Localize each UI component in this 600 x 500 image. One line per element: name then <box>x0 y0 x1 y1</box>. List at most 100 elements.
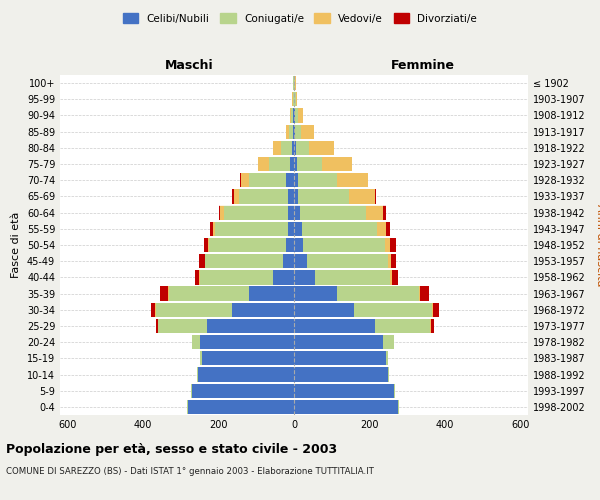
Bar <box>281 140 292 155</box>
Bar <box>241 173 249 188</box>
Bar <box>292 140 294 155</box>
Bar <box>295 124 301 139</box>
Bar <box>298 190 349 203</box>
Bar <box>299 206 366 220</box>
Bar <box>394 384 395 398</box>
Bar <box>156 319 158 333</box>
Bar <box>167 286 169 300</box>
Bar <box>273 140 281 155</box>
Text: Femmine: Femmine <box>391 59 455 72</box>
Bar <box>296 140 309 155</box>
Bar <box>192 335 200 349</box>
Bar <box>290 157 294 171</box>
Bar <box>258 157 269 171</box>
Bar <box>218 206 220 220</box>
Bar <box>151 302 155 317</box>
Bar <box>385 238 390 252</box>
Bar <box>294 157 297 171</box>
Bar <box>289 222 294 236</box>
Bar <box>307 254 388 268</box>
Bar <box>431 319 434 333</box>
Bar <box>294 140 296 155</box>
Bar <box>293 108 294 122</box>
Bar <box>295 108 298 122</box>
Bar <box>322 157 352 171</box>
Bar <box>388 254 391 268</box>
Bar <box>386 222 390 236</box>
Bar <box>383 206 386 220</box>
Bar <box>294 222 302 236</box>
Bar <box>388 368 389 382</box>
Bar <box>375 319 430 333</box>
Bar <box>202 351 294 366</box>
Bar <box>298 173 337 188</box>
Bar <box>224 206 289 220</box>
Text: Maschi: Maschi <box>164 59 213 72</box>
Bar <box>309 140 334 155</box>
Bar <box>297 157 322 171</box>
Bar <box>192 384 294 398</box>
Bar <box>294 302 355 317</box>
Bar <box>188 400 294 414</box>
Bar <box>191 384 192 398</box>
Bar <box>198 368 294 382</box>
Bar <box>294 173 298 188</box>
Bar <box>302 222 377 236</box>
Bar <box>249 286 294 300</box>
Bar <box>160 286 167 300</box>
Bar <box>156 302 232 317</box>
Bar <box>292 108 293 122</box>
Bar <box>207 319 294 333</box>
Bar <box>232 302 294 317</box>
Bar <box>349 190 375 203</box>
Bar <box>315 270 390 284</box>
Bar <box>337 286 419 300</box>
Bar <box>294 270 315 284</box>
Bar <box>220 206 224 220</box>
Bar <box>200 335 294 349</box>
Bar <box>294 108 295 122</box>
Text: Popolazione per età, sesso e stato civile - 2003: Popolazione per età, sesso e stato civil… <box>6 442 337 456</box>
Bar <box>294 368 388 382</box>
Bar <box>233 190 239 203</box>
Bar <box>375 190 376 203</box>
Y-axis label: Fasce di età: Fasce di età <box>11 212 21 278</box>
Bar <box>204 238 208 252</box>
Bar <box>386 351 388 366</box>
Bar <box>294 335 383 349</box>
Bar <box>294 286 337 300</box>
Bar <box>208 238 209 252</box>
Bar <box>294 206 299 220</box>
Bar <box>283 254 294 268</box>
Bar <box>294 384 394 398</box>
Bar <box>209 238 286 252</box>
Bar <box>366 206 383 220</box>
Bar <box>355 302 432 317</box>
Bar <box>289 206 294 220</box>
Bar <box>155 302 156 317</box>
Bar <box>187 400 188 414</box>
Bar <box>419 286 429 300</box>
Bar <box>430 319 431 333</box>
Bar <box>294 400 398 414</box>
Bar <box>286 173 294 188</box>
Bar <box>199 270 200 284</box>
Y-axis label: Anni di nascita: Anni di nascita <box>595 204 600 286</box>
Bar <box>158 319 207 333</box>
Bar <box>301 124 314 139</box>
Bar <box>239 190 289 203</box>
Bar <box>249 173 286 188</box>
Bar <box>294 254 307 268</box>
Bar <box>383 335 394 349</box>
Bar <box>197 368 198 382</box>
Bar <box>286 238 294 252</box>
Bar <box>205 254 283 268</box>
Bar <box>294 190 298 203</box>
Bar <box>210 222 213 236</box>
Bar <box>294 124 295 139</box>
Bar <box>213 222 215 236</box>
Bar <box>296 92 298 106</box>
Bar <box>169 286 249 300</box>
Bar <box>304 238 385 252</box>
Bar <box>433 302 439 317</box>
